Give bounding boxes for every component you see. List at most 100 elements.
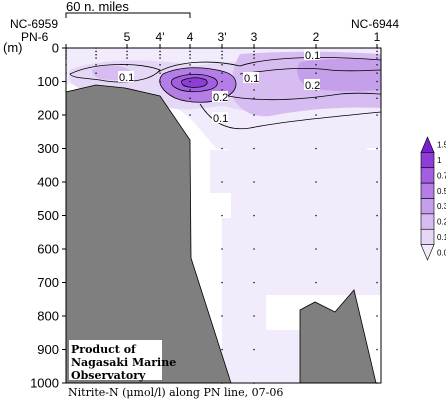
sample-point (253, 97, 255, 99)
sample-point (253, 114, 255, 116)
sample-point (159, 50, 161, 53)
contour-label-bg-5 (304, 49, 320, 60)
contour-label-2: 0.1 (244, 73, 259, 85)
sample-point (376, 97, 378, 99)
colorbar: 1.5 1 0.7 0.5 0.3 0.2 0.1 0.05 (420, 136, 446, 261)
sample-point (253, 54, 255, 56)
sample-point (159, 64, 161, 66)
station-group-left-1: NC-6959 (10, 17, 58, 31)
sample-point (376, 214, 378, 217)
sample-point (126, 57, 128, 59)
sample-point (126, 50, 128, 53)
sample-point (315, 72, 317, 74)
sample-point (376, 147, 378, 150)
station-label: 5 (124, 30, 131, 44)
sample-point (221, 50, 223, 53)
sample-point (315, 114, 317, 116)
colorbar-label: 0.05 (437, 248, 446, 257)
contour-0-1-main (157, 57, 382, 73)
colorbar-swatch (420, 244, 435, 261)
y-tick-label: 800 (37, 309, 59, 324)
colorbar-label: 0.5 (437, 187, 446, 196)
contour-label-bg-2 (243, 72, 259, 83)
colorbar-label: 0.3 (437, 202, 446, 211)
y-tick-label: 700 (37, 275, 59, 290)
contour-label-3: 0.2 (213, 92, 228, 104)
sample-point (221, 54, 223, 56)
sample-point (189, 80, 191, 83)
sample-point (221, 214, 223, 217)
sample-point (376, 50, 378, 53)
sample-point (95, 72, 97, 74)
sample-point (189, 114, 191, 116)
sample-point (126, 54, 128, 56)
sample-point (253, 281, 255, 284)
y-axis: 0 100 200 300 400 500 600 700 800 900 1000 (30, 41, 66, 391)
contour-label-bg-6 (304, 79, 320, 90)
contour-0-2-right (239, 67, 382, 75)
contour-label-bg-1 (118, 71, 134, 82)
credit-box (69, 340, 162, 380)
sample-point (376, 64, 378, 66)
sample-point (315, 181, 317, 183)
contour-0-5 (181, 77, 208, 88)
station-label: 1 (374, 30, 381, 44)
colorbar-swatch (420, 228, 435, 245)
sample-point (189, 89, 191, 91)
sample-point (221, 89, 223, 91)
sample-point (221, 248, 223, 250)
sample-point (221, 348, 223, 351)
sample-point (95, 50, 97, 53)
y-tick-label: 300 (37, 141, 59, 156)
y-tick-label: 100 (37, 74, 59, 89)
sample-point (95, 54, 97, 56)
sample-point (376, 80, 378, 83)
concentration-field (66, 48, 381, 383)
colorbar-label: 0.2 (437, 218, 446, 227)
colorbar-swatch (420, 152, 435, 169)
sample-point (253, 64, 255, 66)
sample-point (315, 281, 317, 284)
sample-point (189, 57, 191, 59)
sample-point (189, 54, 191, 56)
credit-line-1: Product of (71, 343, 137, 356)
contour-label-4: 0.1 (213, 113, 228, 125)
sample-point (253, 181, 255, 183)
sample-point (315, 214, 317, 217)
sample-point (315, 97, 317, 99)
contour-0-3 (170, 73, 218, 93)
station-label: 2 (313, 30, 320, 44)
contour-0-2-lower (227, 92, 382, 100)
sample-point (376, 57, 378, 59)
colorbar-swatch (420, 136, 435, 153)
field-patch-c (222, 218, 252, 378)
colorbar-swatch (420, 182, 435, 199)
contour-label-6: 0.2 (305, 80, 320, 92)
sample-point (159, 72, 161, 74)
contour-0-1-left (69, 64, 161, 83)
y-tick-label: 600 (37, 242, 59, 257)
sample-point (376, 54, 378, 56)
sample-point (376, 348, 378, 351)
sample-point (376, 114, 378, 116)
station-label: 3' (218, 30, 227, 44)
sample-point (221, 315, 223, 317)
station-labels: 5 4' 4 3' 3 2 1 (124, 30, 381, 44)
sample-point (221, 281, 223, 284)
sample-point (189, 50, 191, 53)
colorbar-swatch (420, 167, 435, 184)
sample-point (221, 72, 223, 74)
sample-point (95, 64, 97, 66)
contour-label-1: 0.1 (119, 72, 134, 84)
sample-point (221, 80, 223, 83)
sample-point (95, 57, 97, 59)
y-tick-label: 400 (37, 175, 59, 190)
sample-point (253, 348, 255, 351)
y-unit-label: (m) (3, 40, 23, 55)
sample-point (221, 147, 223, 150)
sample-point (189, 72, 191, 74)
station-label: 3 (251, 30, 258, 44)
colorbar-swatch (420, 213, 435, 230)
seafloor-left (65, 84, 232, 384)
